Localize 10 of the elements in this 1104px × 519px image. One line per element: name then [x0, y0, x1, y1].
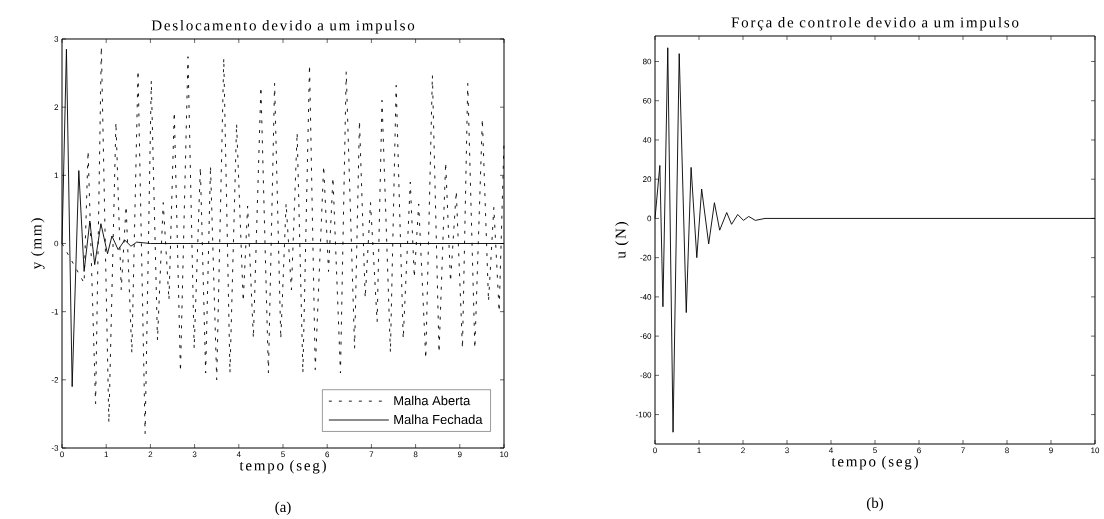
legend-label: Malha Fechada [394, 414, 483, 425]
text: (a) [275, 501, 291, 516]
y-axis-title: y (mm) [30, 218, 45, 270]
y-axis-title: u (N) [615, 222, 629, 259]
chart-title: Força de controle devido a um impulso [731, 16, 1019, 31]
chart-title: Deslocamento devido a um impulso [151, 19, 415, 34]
legend-label: Malha Aberta [394, 395, 471, 406]
x-axis-title: tempo (seg) [239, 460, 326, 474]
text: (b) [866, 497, 884, 512]
x-axis-title: tempo (seg) [831, 456, 918, 470]
